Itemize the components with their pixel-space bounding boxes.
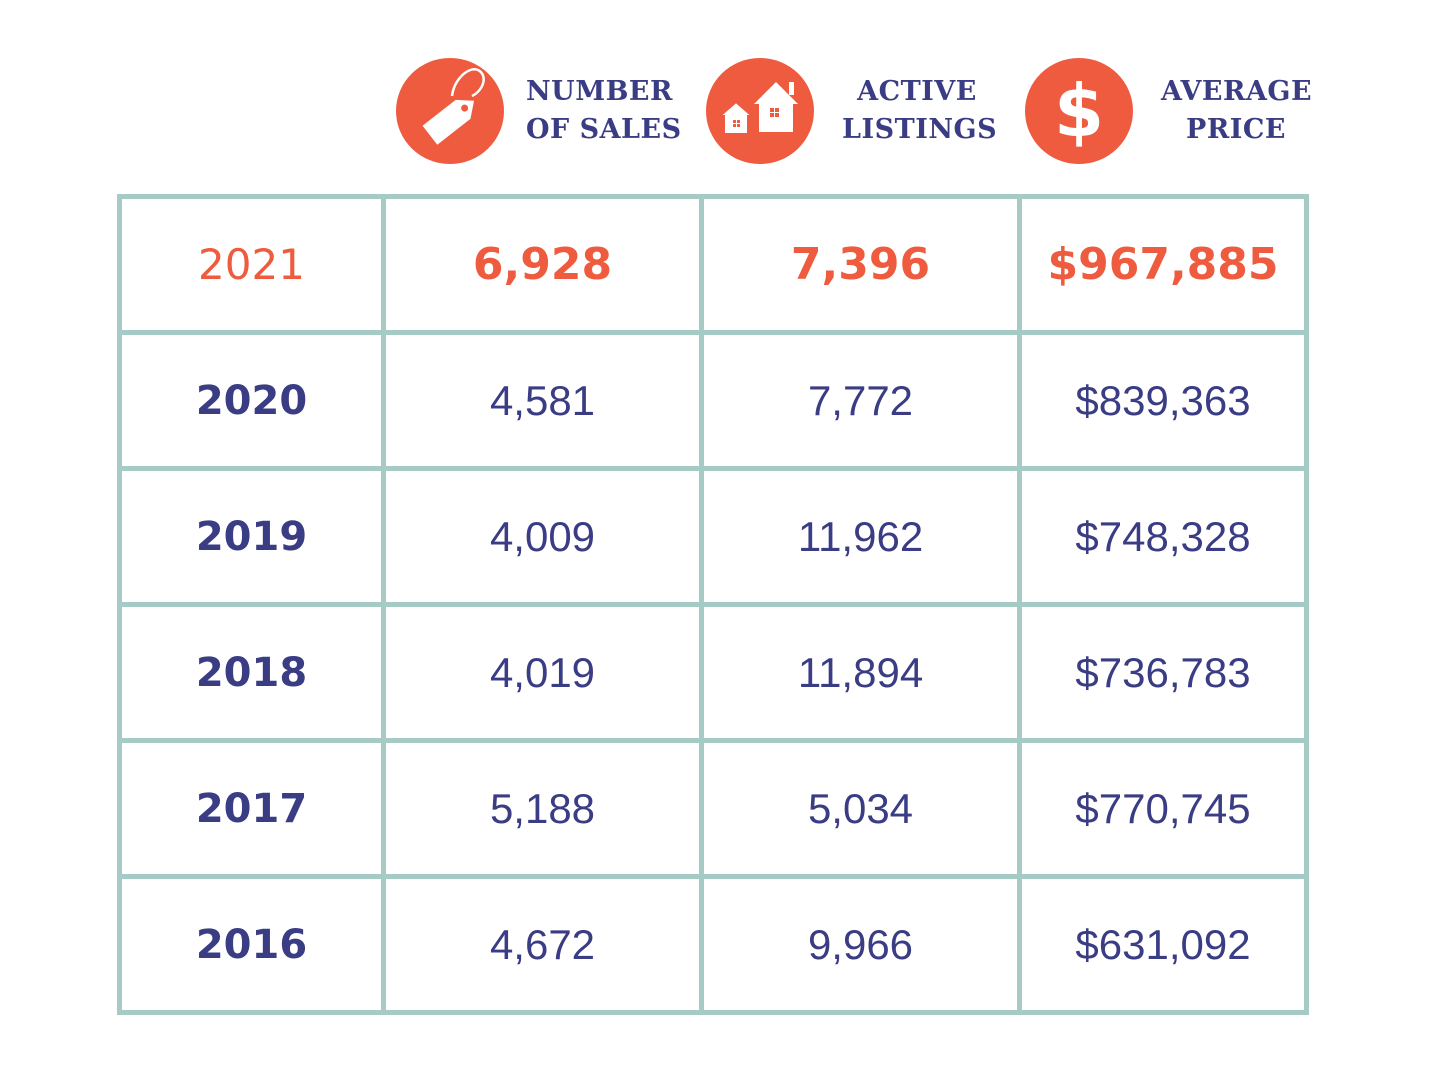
- table-row: 2020 4,581 7,772 $839,363: [117, 330, 1309, 471]
- listings-cell: 11,962: [699, 466, 1022, 607]
- sales-data-table: 2021 6,928 7,396 $967,885 2020 4,581 7,772 $839…: [117, 194, 1309, 1015]
- price-cell: $770,745: [1017, 738, 1309, 879]
- table-row: 2018 4,019 11,894 $736,783: [117, 602, 1309, 743]
- sales-cell: 4,581: [381, 330, 704, 471]
- header-label-line: NUMBER: [526, 76, 673, 107]
- listings-cell: 11,894: [699, 602, 1022, 743]
- sales-cell: 6,928: [381, 194, 704, 335]
- header-number-of-sales: NUMBER OF SALES: [396, 58, 682, 164]
- sales-cell: 4,019: [381, 602, 704, 743]
- price-tag-icon: [396, 58, 504, 164]
- table-row: 2021 6,928 7,396 $967,885: [117, 194, 1309, 335]
- houses-icon: [706, 58, 814, 164]
- year-cell: 2021: [117, 194, 386, 335]
- header-average-price: $ AVERAGE PRICE: [1025, 58, 1313, 164]
- year-cell: 2017: [117, 738, 386, 879]
- listings-cell: 5,034: [699, 738, 1022, 879]
- year-cell: 2019: [117, 466, 386, 607]
- header-label-sales: NUMBER OF SALES: [526, 73, 682, 149]
- listings-cell: 9,966: [699, 874, 1022, 1015]
- year-cell: 2018: [117, 602, 386, 743]
- header-active-listings: ACTIVE LISTINGS: [706, 58, 998, 164]
- sales-cell: 4,009: [381, 466, 704, 607]
- table-row: 2019 4,009 11,962 $748,328: [117, 466, 1309, 607]
- listings-cell: 7,396: [699, 194, 1022, 335]
- sales-cell: 4,672: [381, 874, 704, 1015]
- year-cell: 2016: [117, 874, 386, 1015]
- table-row: 2016 4,672 9,966 $631,092: [117, 874, 1309, 1015]
- price-cell: $631,092: [1017, 874, 1309, 1015]
- price-cell: $736,783: [1017, 602, 1309, 743]
- table-row: 2017 5,188 5,034 $770,745: [117, 738, 1309, 879]
- price-cell: $967,885: [1017, 194, 1309, 335]
- dollar-sign-icon: $: [1025, 58, 1133, 164]
- header-label-line: ACTIVE: [857, 76, 977, 107]
- price-cell: $748,328: [1017, 466, 1309, 607]
- header-label-price: AVERAGE PRICE: [1161, 73, 1313, 149]
- price-cell: $839,363: [1017, 330, 1309, 471]
- listings-cell: 7,772: [699, 330, 1022, 471]
- table-body: 2021 6,928 7,396 $967,885 2020 4,581 7,772 $839…: [117, 194, 1309, 1015]
- header-label-line: AVERAGE: [1161, 76, 1313, 107]
- header-label-line: LISTINGS: [842, 114, 998, 145]
- sales-cell: 5,188: [381, 738, 704, 879]
- svg-text:$: $: [1054, 69, 1104, 153]
- year-cell: 2020: [117, 330, 386, 471]
- header-label-line: PRICE: [1186, 114, 1286, 145]
- header-label-line: OF SALES: [526, 114, 682, 145]
- header-label-listings: ACTIVE LISTINGS: [842, 73, 998, 149]
